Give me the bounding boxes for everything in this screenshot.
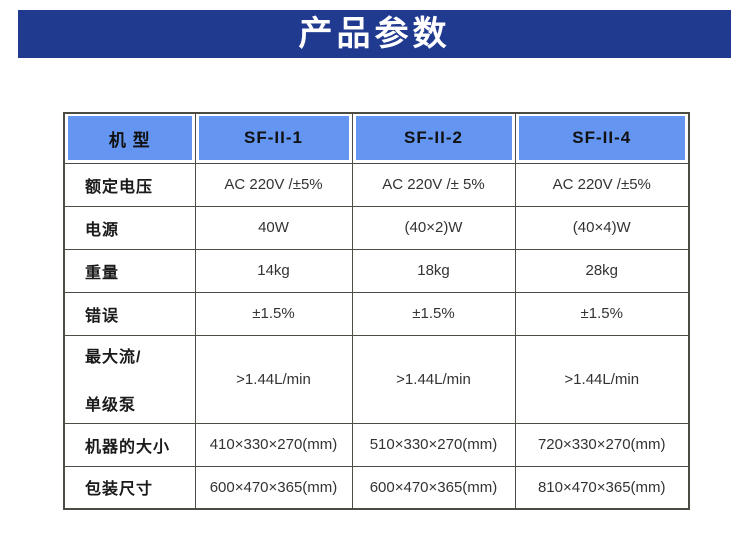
row-label-weight: 重量 [63, 248, 196, 293]
row-label-line2: 单级泵 [85, 397, 137, 414]
cell-value: (40×2)W [351, 205, 516, 250]
cell-value: 600×470×365(mm) [351, 465, 516, 510]
table-row-error: 错误 ±1.5% ±1.5% ±1.5% [63, 291, 690, 336]
cell-value: 410×330×270(mm) [194, 422, 353, 467]
column-header-sf-ii-4: SF-II-4 [518, 116, 685, 161]
cell-value: AC 220V /±5% [194, 162, 353, 207]
column-header-model-cell: 机 型 [63, 112, 196, 164]
row-label-line1: 最大流/ [85, 349, 142, 366]
cell-value: ±1.5% [194, 291, 353, 336]
cell-value: ±1.5% [351, 291, 516, 336]
cell-value: 600×470×365(mm) [194, 465, 353, 510]
table-row-packing-size: 包装尺寸 600×470×365(mm) 600×470×365(mm) 810… [63, 465, 690, 510]
table-row-max-flow: 最大流/ 单级泵 >1.44L/min >1.44L/min >1.44L/mi… [63, 334, 690, 424]
row-label-max-flow: 最大流/ 单级泵 [63, 334, 196, 424]
cell-value: AC 220V /±5% [514, 162, 690, 207]
table-header-row: 机 型 SF-II-1 SF-II-2 SF-II-4 [63, 112, 690, 164]
row-label-error: 错误 [63, 291, 196, 336]
row-label-machine-size: 机器的大小 [63, 422, 196, 467]
cell-value: >1.44L/min [194, 334, 353, 424]
column-header-sf-ii-1: SF-II-1 [198, 116, 349, 161]
product-parameters-table: 机 型 SF-II-1 SF-II-2 SF-II-4 额定电压 AC 220V… [63, 112, 690, 510]
row-label-packing-size: 包装尺寸 [63, 465, 196, 510]
page-title-banner: 产品参数 [18, 10, 731, 58]
cell-value: 510×330×270(mm) [351, 422, 516, 467]
cell-value: 28kg [514, 248, 690, 293]
cell-value: >1.44L/min [351, 334, 516, 424]
column-header-sf-ii-1-cell: SF-II-1 [194, 112, 353, 164]
cell-value: (40×4)W [514, 205, 690, 250]
cell-value: 810×470×365(mm) [514, 465, 690, 510]
row-label-rated-voltage: 额定电压 [63, 162, 196, 207]
cell-value: 720×330×270(mm) [514, 422, 690, 467]
column-header-sf-ii-2: SF-II-2 [355, 116, 512, 161]
cell-value: 40W [194, 205, 353, 250]
table-row-machine-size: 机器的大小 410×330×270(mm) 510×330×270(mm) 72… [63, 422, 690, 467]
cell-value: ±1.5% [514, 291, 690, 336]
column-header-sf-ii-4-cell: SF-II-4 [514, 112, 690, 164]
cell-value: AC 220V /± 5% [351, 162, 516, 207]
cell-value: >1.44L/min [514, 334, 690, 424]
cell-value: 14kg [194, 248, 353, 293]
cell-value: 18kg [351, 248, 516, 293]
column-header-model: 机 型 [68, 116, 192, 161]
table-row-weight: 重量 14kg 18kg 28kg [63, 248, 690, 293]
row-label-power: 电源 [63, 205, 196, 250]
column-header-sf-ii-2-cell: SF-II-2 [351, 112, 516, 164]
table-row-power: 电源 40W (40×2)W (40×4)W [63, 205, 690, 250]
table-row-rated-voltage: 额定电压 AC 220V /±5% AC 220V /± 5% AC 220V … [63, 162, 690, 207]
page-title: 产品参数 [298, 15, 451, 53]
